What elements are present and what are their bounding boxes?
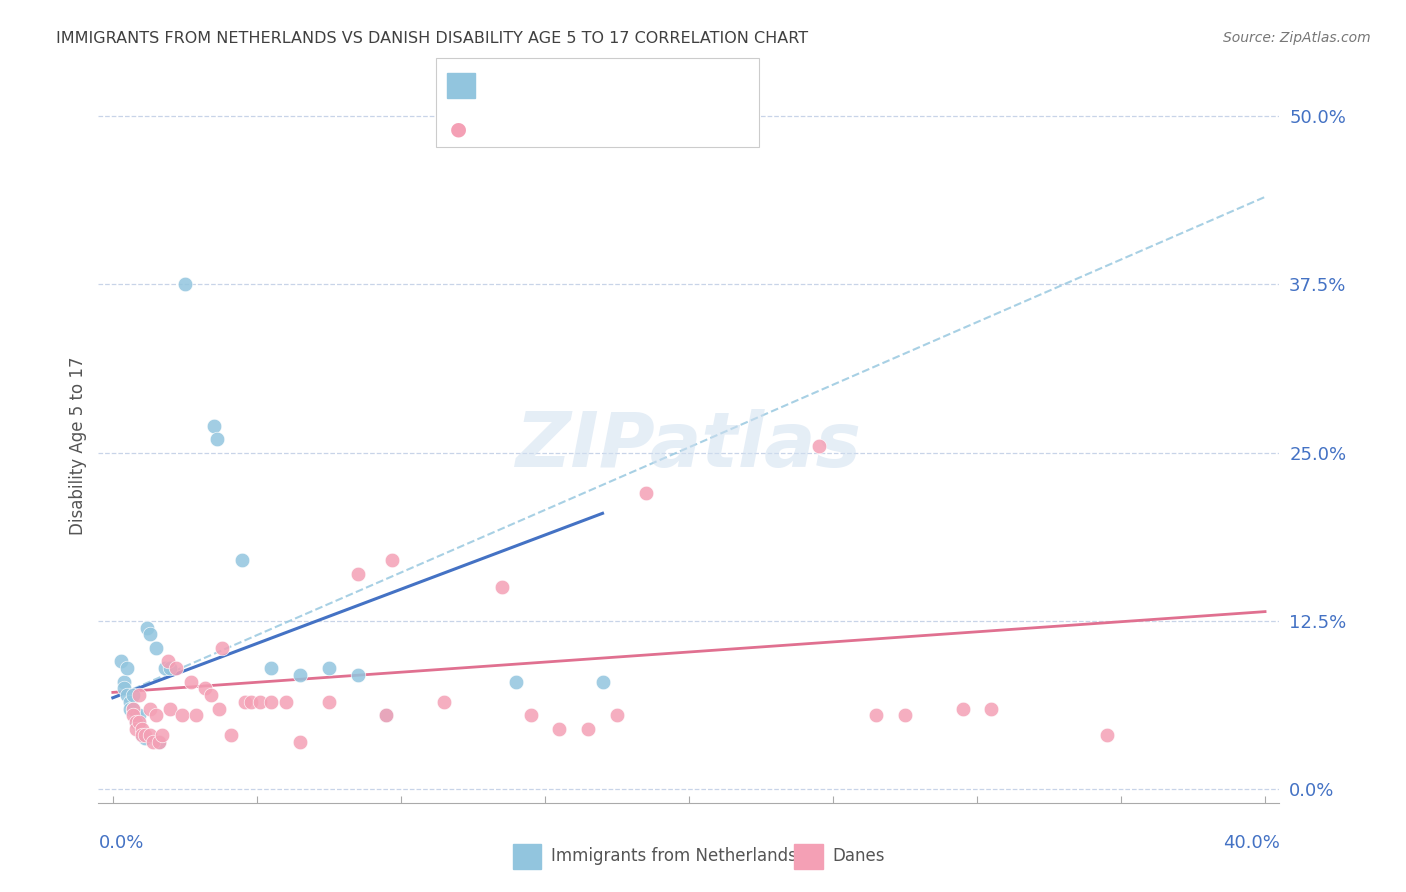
Text: 0.269: 0.269 xyxy=(531,77,583,95)
Point xyxy=(153,661,176,675)
Point xyxy=(274,695,297,709)
Text: N =: N = xyxy=(598,120,634,138)
Point xyxy=(186,708,208,723)
Point xyxy=(148,735,170,749)
Text: Source: ZipAtlas.com: Source: ZipAtlas.com xyxy=(1223,31,1371,45)
Point xyxy=(110,655,132,669)
Point xyxy=(159,701,181,715)
Point xyxy=(433,122,456,136)
Point xyxy=(208,701,231,715)
Point xyxy=(131,729,153,743)
Point xyxy=(807,439,830,453)
Text: R =: R = xyxy=(486,120,523,138)
Point xyxy=(346,668,368,682)
Text: ●: ● xyxy=(450,120,467,139)
Point xyxy=(125,708,148,723)
Point xyxy=(120,701,142,715)
Point xyxy=(288,668,311,682)
Text: R =: R = xyxy=(486,77,523,95)
Point xyxy=(125,714,148,729)
Point xyxy=(128,717,150,731)
Point xyxy=(260,661,283,675)
Point xyxy=(115,688,138,702)
Point xyxy=(145,708,167,723)
Point xyxy=(505,674,527,689)
Y-axis label: Disability Age 5 to 17: Disability Age 5 to 17 xyxy=(69,357,87,535)
Point xyxy=(131,729,153,743)
Point xyxy=(318,695,340,709)
Point xyxy=(122,701,145,715)
Text: IMMIGRANTS FROM NETHERLANDS VS DANISH DISABILITY AGE 5 TO 17 CORRELATION CHART: IMMIGRANTS FROM NETHERLANDS VS DANISH DI… xyxy=(56,31,808,46)
Point xyxy=(519,708,541,723)
Point xyxy=(150,729,173,743)
Point xyxy=(173,277,195,292)
Point xyxy=(128,714,150,729)
Point xyxy=(375,708,398,723)
Text: Danes: Danes xyxy=(832,847,884,865)
Point xyxy=(131,722,153,736)
Point xyxy=(433,695,456,709)
Point xyxy=(180,674,202,689)
Text: ZIPatlas: ZIPatlas xyxy=(516,409,862,483)
Point xyxy=(112,681,135,696)
Point xyxy=(156,655,179,669)
Point xyxy=(139,627,162,641)
Point xyxy=(139,729,162,743)
Point xyxy=(120,695,142,709)
Point xyxy=(219,729,242,743)
Point xyxy=(122,701,145,715)
Point xyxy=(125,722,148,736)
Point xyxy=(139,701,162,715)
Point xyxy=(288,735,311,749)
Point xyxy=(592,674,614,689)
Point xyxy=(865,708,887,723)
Point xyxy=(112,674,135,689)
Point xyxy=(136,621,159,635)
Point xyxy=(200,688,222,702)
Point xyxy=(980,701,1002,715)
Text: N =: N = xyxy=(598,77,634,95)
Text: 50: 50 xyxy=(643,120,665,138)
Text: Immigrants from Netherlands: Immigrants from Netherlands xyxy=(551,847,797,865)
Point xyxy=(145,640,167,655)
Point xyxy=(318,661,340,675)
Text: 0.149: 0.149 xyxy=(531,120,583,138)
Point xyxy=(634,486,657,500)
Text: 32: 32 xyxy=(643,77,666,95)
Text: 0.0%: 0.0% xyxy=(98,834,143,852)
Point xyxy=(606,708,628,723)
Point xyxy=(194,681,217,696)
Point xyxy=(491,580,513,594)
Point xyxy=(202,418,225,433)
Point xyxy=(260,695,283,709)
Point xyxy=(231,553,253,567)
Point xyxy=(249,695,271,709)
Point xyxy=(128,708,150,723)
Point xyxy=(205,432,228,446)
Text: 40.0%: 40.0% xyxy=(1223,834,1279,852)
Point xyxy=(122,708,145,723)
Point xyxy=(165,661,187,675)
Point xyxy=(894,708,917,723)
Point xyxy=(346,566,368,581)
Point xyxy=(148,735,170,749)
Point xyxy=(1095,729,1118,743)
Point xyxy=(952,701,974,715)
Point xyxy=(115,661,138,675)
Point xyxy=(134,729,156,743)
Point xyxy=(128,688,150,702)
Point xyxy=(125,714,148,729)
Point xyxy=(142,735,165,749)
Point xyxy=(134,731,156,746)
Point xyxy=(233,695,256,709)
Point xyxy=(548,722,571,736)
Point xyxy=(375,708,398,723)
Point xyxy=(159,661,181,675)
Point xyxy=(211,640,233,655)
Point xyxy=(122,688,145,702)
Point xyxy=(170,708,193,723)
Point xyxy=(381,553,404,567)
Point xyxy=(240,695,263,709)
Point xyxy=(576,722,599,736)
